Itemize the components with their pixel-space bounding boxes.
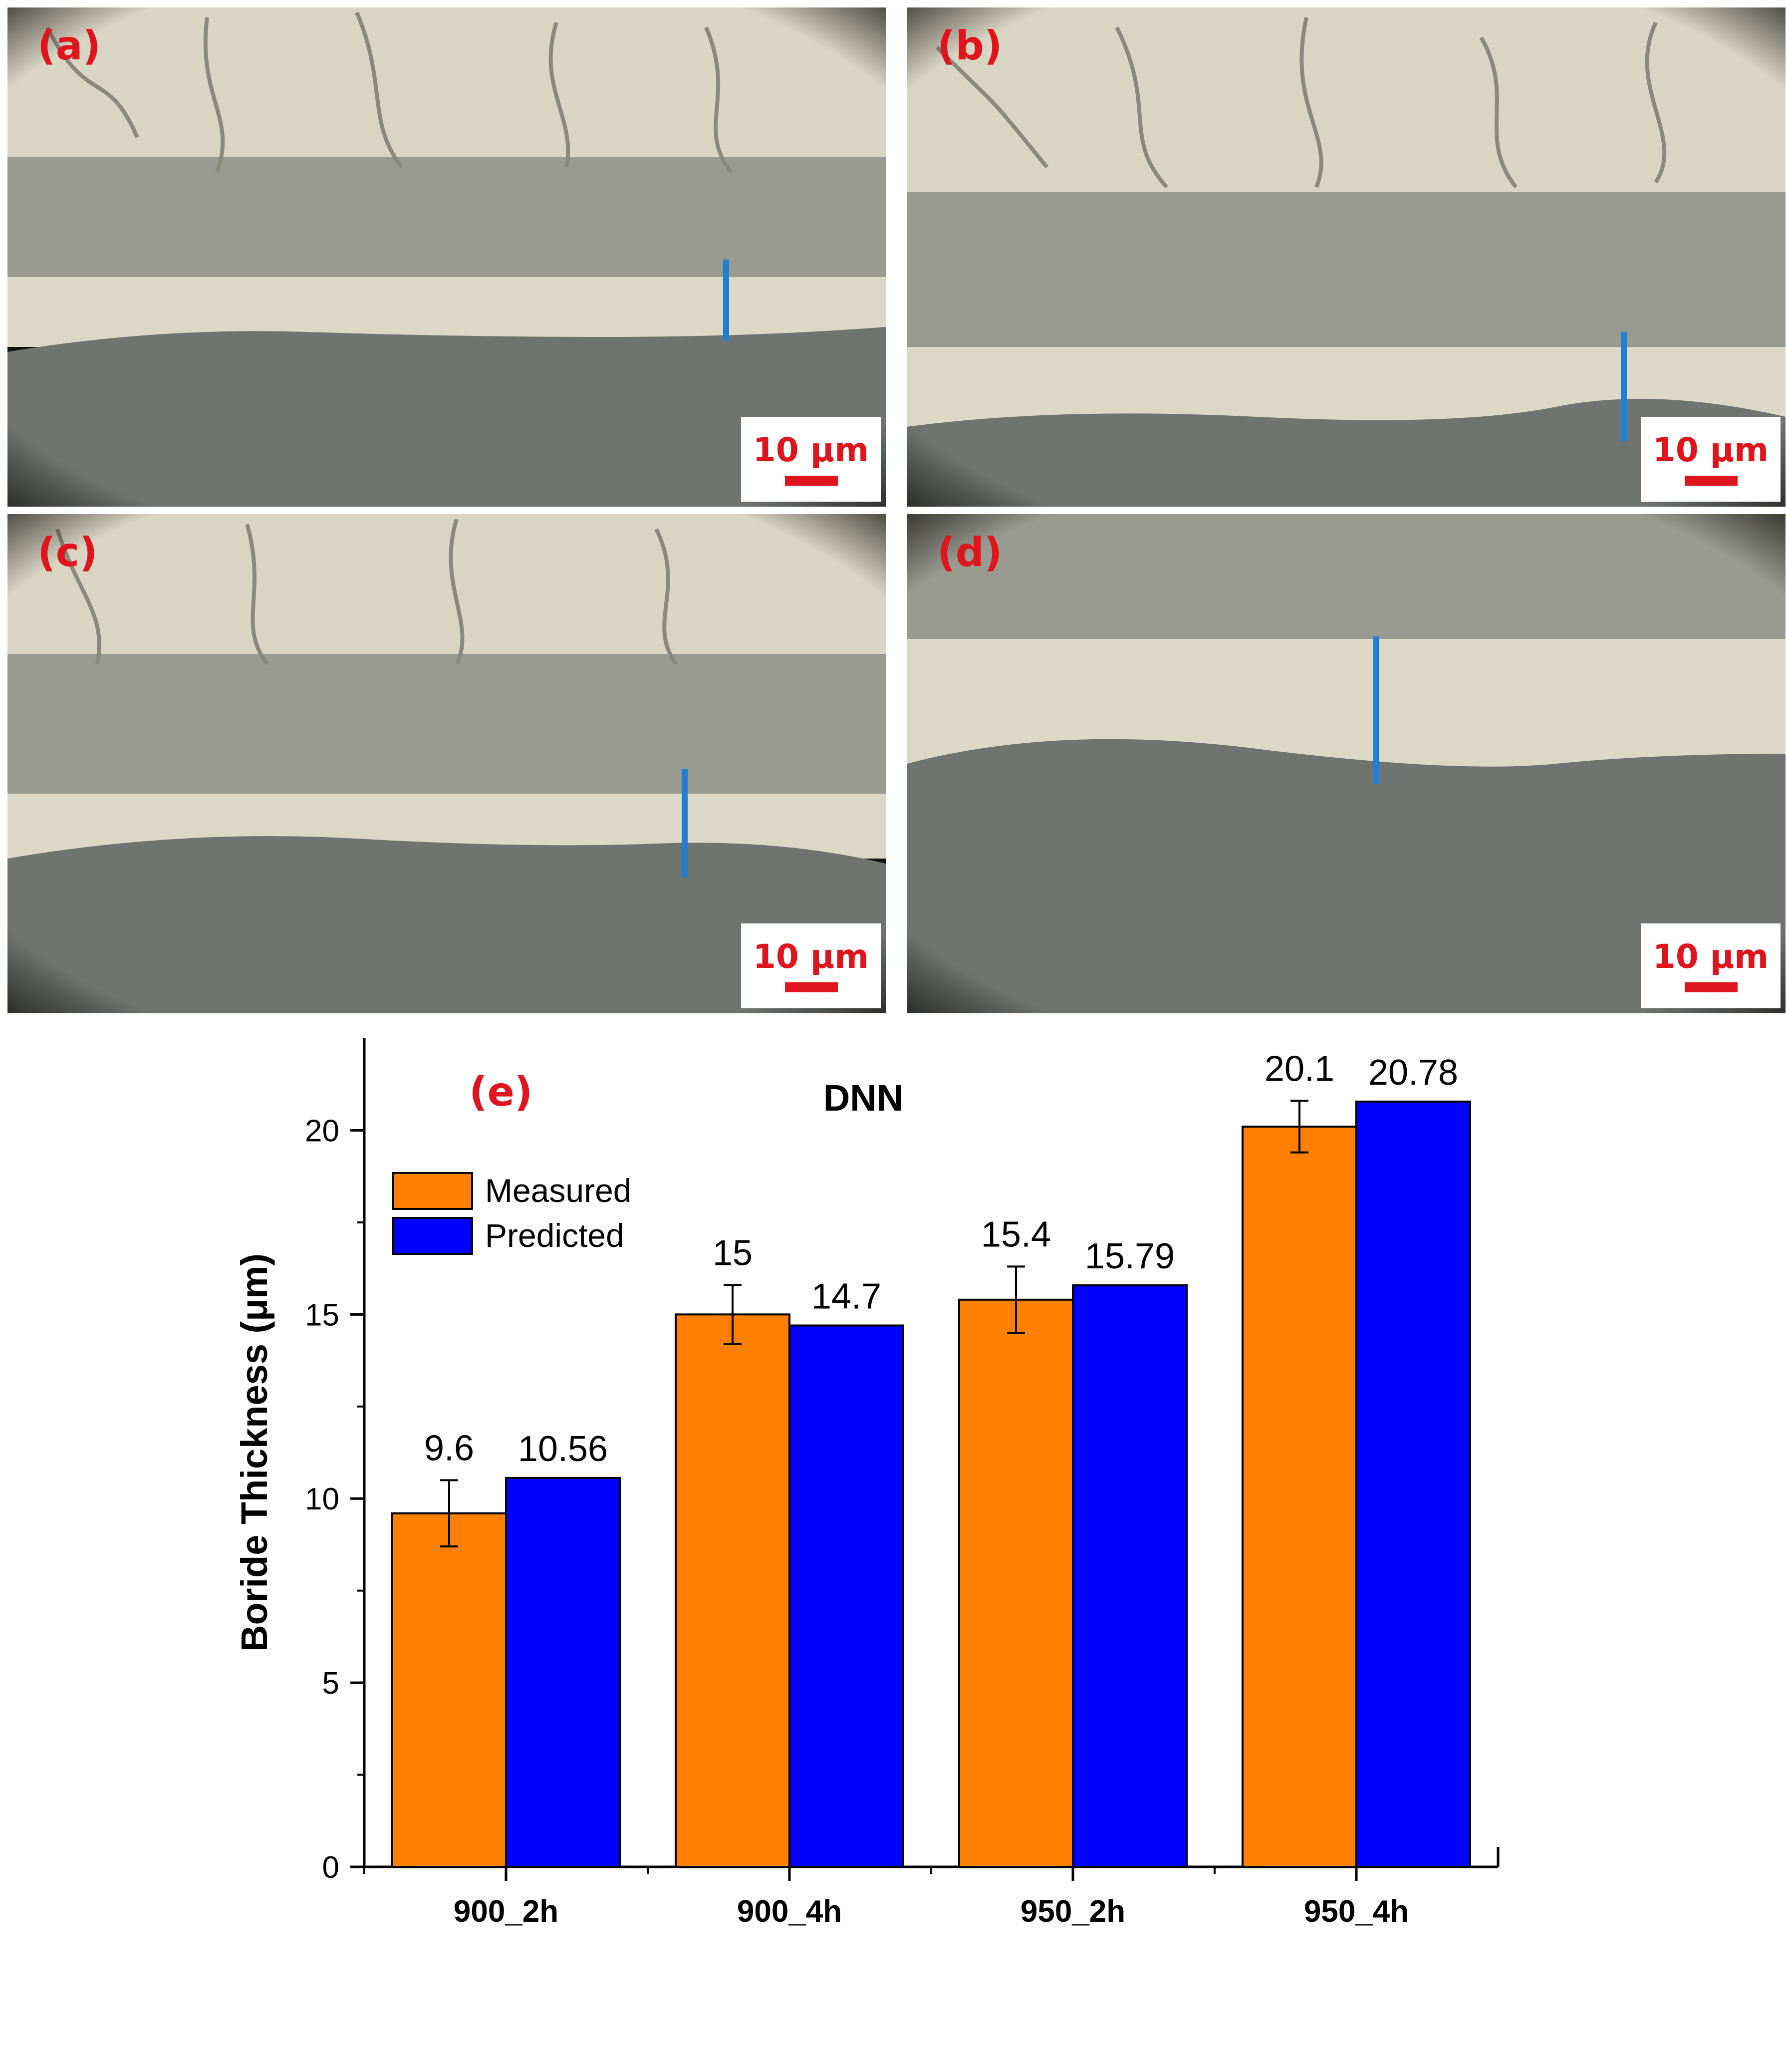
legend-label-0: Measured [485,1172,632,1209]
panel-label-d: (d) [937,529,1003,576]
x-tick-label-3: 950_4h [1304,1894,1409,1929]
measured-bar-1 [675,1313,790,1868]
predicted-bar-2 [1072,1284,1188,1868]
scale-text-c: 10 µm [753,937,869,976]
micrograph-panel-b: (b) 10 µm [907,7,1786,507]
micrograph-panel-c: (c) 10 µm [7,514,886,1013]
measured-value-label-1: 15 [713,1233,753,1273]
chart-panel-e: 0 5 10 15 20 Boride Thickness (μm) 900_2h 9.6 10… [70,1023,1717,2070]
scale-bar-c [785,982,838,992]
predicted-bar-1 [788,1324,904,1868]
scale-bar-b [1685,476,1738,486]
chart-title: DNN [823,1077,903,1119]
measured-bar-2 [958,1298,1074,1868]
legend-label-1: Predicted [485,1217,624,1254]
micrograph-panel-d: (d) 10 µm [907,514,1786,1013]
scale-text-d: 10 µm [1652,937,1769,976]
bar-chart: 0 5 10 15 20 Boride Thickness (μm) 900_2h 9.6 10… [234,1038,1500,1929]
scale-bar-box-c: 10 µm [741,923,881,1008]
legend-swatch-0 [392,1172,473,1210]
predicted-value-label-0: 10.56 [518,1429,608,1469]
micrograph-panel-a: (a) 10 µm [7,7,886,507]
predicted-value-label-2: 15.79 [1085,1236,1175,1276]
scale-bar-a [785,476,838,486]
micrograph-c-image [7,514,886,1013]
x-tick-label-1: 900_4h [737,1894,842,1929]
x-tick-label-0: 900_2h [454,1894,558,1929]
measured-value-label-0: 9.6 [424,1428,474,1468]
scale-bar-box-a: 10 µm [741,417,881,502]
micrograph-b-image [907,7,1786,507]
micrograph-d-image [907,514,1786,1013]
panel-label-a: (a) [37,22,101,69]
x-tick-label-2: 950_2h [1021,1894,1125,1929]
predicted-bar-0 [505,1477,621,1868]
y-tick-label-3: 15 [305,1298,339,1332]
scale-text-a: 10 µm [753,431,869,469]
y-tick-label-1: 5 [322,1666,339,1701]
panel-label-b: (b) [937,22,1003,69]
y-tick-label-0: 0 [322,1850,339,1885]
measured-bar-0 [391,1512,507,1868]
scale-text-b: 10 µm [1652,431,1769,469]
scale-bar-box-b: 10 µm [1641,417,1781,502]
predicted-value-label-3: 20.78 [1368,1053,1458,1093]
y-axis-label: Boride Thickness (μm) [234,1253,275,1652]
scale-bar-box-d: 10 µm [1641,923,1781,1008]
panel-label-e: (e) [469,1069,532,1115]
legend-swatch-1 [392,1217,473,1255]
panel-label-c: (c) [37,529,98,576]
scale-bar-d [1685,982,1738,992]
y-tick-label-2: 10 [305,1482,339,1516]
y-tick-label-4: 20 [305,1114,339,1148]
measured-value-label-2: 15.4 [981,1214,1051,1254]
measured-value-label-3: 20.1 [1265,1049,1334,1089]
micrograph-a-image [7,7,886,507]
predicted-bar-3 [1355,1100,1471,1868]
predicted-value-label-1: 14.7 [811,1276,881,1316]
measured-bar-3 [1242,1126,1357,1868]
